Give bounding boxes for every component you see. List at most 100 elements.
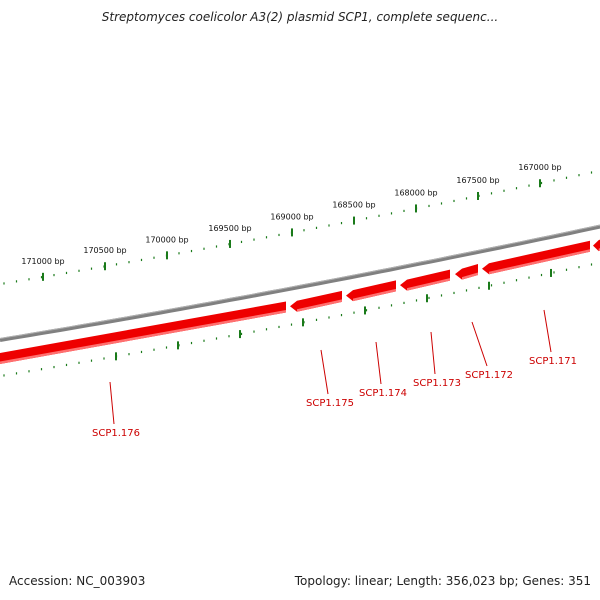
scale-tick	[291, 228, 293, 237]
outer-scale-dot	[528, 184, 530, 187]
gene-arrow	[290, 290, 342, 312]
scale-tick	[166, 251, 168, 260]
outer-scale-dot	[565, 176, 568, 179]
inner-scale-dot	[228, 335, 230, 338]
scale-tick-label: 167000 bp	[518, 163, 561, 172]
inner-scale-dot	[503, 281, 505, 284]
inner-scale-dot	[278, 325, 280, 329]
inner-scale-dot	[15, 372, 18, 375]
inner-scale-dot	[3, 374, 5, 377]
gene-arrow	[593, 239, 600, 252]
inner-scale-tick	[364, 306, 366, 315]
inner-scale-tick	[239, 330, 241, 339]
summary-text: Topology: linear; Length: 356,023 bp; Ge…	[294, 574, 591, 588]
inner-scale-dot	[315, 318, 318, 321]
inner-scale-dot	[440, 294, 443, 297]
inner-scale-dot	[565, 268, 568, 271]
outer-scale-dot	[440, 202, 443, 205]
outer-scale-dot	[515, 187, 518, 190]
outer-scale-dot	[140, 258, 143, 262]
scale-tick	[104, 262, 106, 271]
inner-scale-dot	[65, 363, 68, 367]
scale-labels: 171000 bp 170500 bp 170000 bp 169500 bp 1690…	[21, 163, 561, 266]
backbone-line	[0, 224, 600, 342]
inner-scale-dot	[428, 296, 430, 300]
inner-scale-track	[3, 263, 593, 377]
outer-scale-dot	[115, 263, 118, 266]
outer-scale-dot	[453, 199, 455, 203]
gene-label: SCP1.171	[529, 356, 577, 367]
outer-scale-dot	[128, 261, 130, 264]
backbone-highlight	[0, 224, 600, 339]
outer-scale-dot	[265, 236, 268, 239]
outer-scale-dot	[3, 282, 5, 285]
inner-scale-dot	[340, 313, 343, 317]
inner-scale-dot	[403, 301, 405, 305]
gene-leader-line	[375, 341, 382, 385]
gene-track	[0, 239, 600, 365]
gene-arrow	[346, 280, 396, 302]
outer-scale-dot	[78, 269, 80, 272]
gene-leader-line	[109, 381, 115, 425]
scale-tick	[415, 204, 417, 213]
outer-scale-dot	[578, 174, 580, 177]
outer-scale-dot	[540, 181, 543, 185]
outer-scale-track	[3, 171, 593, 285]
scale-tick-label: 168000 bp	[394, 188, 437, 197]
outer-scale-dot	[553, 179, 555, 182]
gene-label: SCP1.176	[92, 428, 140, 439]
scale-tick-label: 167500 bp	[456, 176, 499, 185]
outer-scale-dot	[90, 267, 93, 270]
outer-scale-dot	[278, 233, 280, 237]
inner-scale-dot	[528, 276, 530, 279]
scale-tick	[353, 216, 355, 225]
scale-tick-label: 168500 bp	[332, 201, 375, 210]
gene-label: SCP1.174	[359, 388, 407, 399]
inner-scale-dot	[365, 309, 368, 312]
inner-scale-dot	[590, 263, 593, 266]
inner-scale-dot	[140, 350, 143, 354]
inner-scale-dot	[28, 370, 30, 373]
outer-scale-dot	[403, 209, 405, 213]
outer-scale-dot	[328, 224, 330, 227]
scale-tick	[42, 272, 44, 281]
outer-scale-dot	[253, 238, 255, 241]
inner-scale-dot	[103, 357, 105, 360]
accession-text: Accession: NC_003903	[9, 574, 146, 588]
outer-scale-dot	[365, 217, 368, 220]
inner-scale-tick	[488, 281, 490, 290]
inner-scale-dot	[415, 299, 418, 302]
inner-scale-dot	[465, 289, 468, 292]
inner-scale-dot	[353, 311, 355, 314]
inner-scale-dot	[153, 348, 155, 351]
inner-scale-dot	[40, 368, 43, 371]
gene-labels: SCP1.176 SCP1.175 SCP1.174 SCP1.173 SCP1.172…	[92, 309, 577, 439]
inner-scale-dot	[290, 323, 293, 326]
outer-scale-dot	[240, 240, 243, 244]
inner-scale-dot	[490, 284, 493, 287]
inner-scale-dot	[215, 337, 218, 340]
outer-scale-dot	[315, 226, 318, 229]
inner-scale-dot	[53, 365, 55, 369]
gene-arrow	[400, 269, 450, 291]
outer-scale-dot	[490, 192, 493, 195]
inner-scale-dot	[478, 286, 480, 289]
map-title: Streptomyces coelicolor A3(2) plasmid SC…	[101, 10, 499, 24]
gene-label: SCP1.175	[306, 398, 354, 409]
inner-scale-tick	[302, 318, 304, 327]
gene-arrow	[482, 240, 590, 275]
scale-tick	[477, 191, 479, 200]
gene-arrow-shade	[297, 299, 342, 312]
inner-scale-dot	[553, 271, 555, 274]
inner-scale-dot	[78, 361, 80, 364]
outer-scale-dot	[15, 280, 18, 283]
outer-scale-dot	[378, 214, 380, 217]
inner-scale-dot	[265, 328, 268, 331]
outer-scale-dot	[503, 189, 505, 192]
scale-tick	[229, 239, 231, 248]
outer-scale-dot	[153, 256, 155, 259]
scale-tick-label: 170500 bp	[83, 246, 126, 255]
sequence-backbone	[0, 224, 600, 342]
